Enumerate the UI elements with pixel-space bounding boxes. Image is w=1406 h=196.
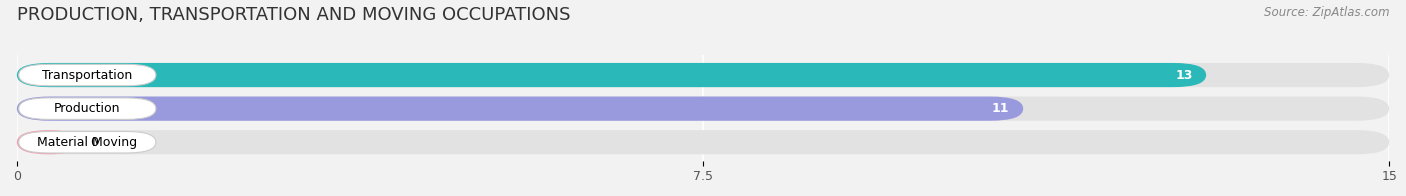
- Text: Transportation: Transportation: [42, 69, 132, 82]
- FancyBboxPatch shape: [18, 98, 156, 119]
- FancyBboxPatch shape: [18, 64, 156, 86]
- FancyBboxPatch shape: [17, 97, 1024, 121]
- Text: 11: 11: [993, 102, 1010, 115]
- Text: 13: 13: [1175, 69, 1192, 82]
- FancyBboxPatch shape: [17, 97, 1389, 121]
- Text: PRODUCTION, TRANSPORTATION AND MOVING OCCUPATIONS: PRODUCTION, TRANSPORTATION AND MOVING OC…: [17, 6, 571, 24]
- Text: Production: Production: [53, 102, 121, 115]
- FancyBboxPatch shape: [17, 63, 1206, 87]
- Text: Source: ZipAtlas.com: Source: ZipAtlas.com: [1264, 6, 1389, 19]
- FancyBboxPatch shape: [18, 132, 156, 153]
- FancyBboxPatch shape: [17, 130, 1389, 154]
- FancyBboxPatch shape: [17, 63, 1389, 87]
- FancyBboxPatch shape: [17, 130, 82, 154]
- Text: Material Moving: Material Moving: [37, 136, 138, 149]
- Text: 0: 0: [90, 136, 98, 149]
